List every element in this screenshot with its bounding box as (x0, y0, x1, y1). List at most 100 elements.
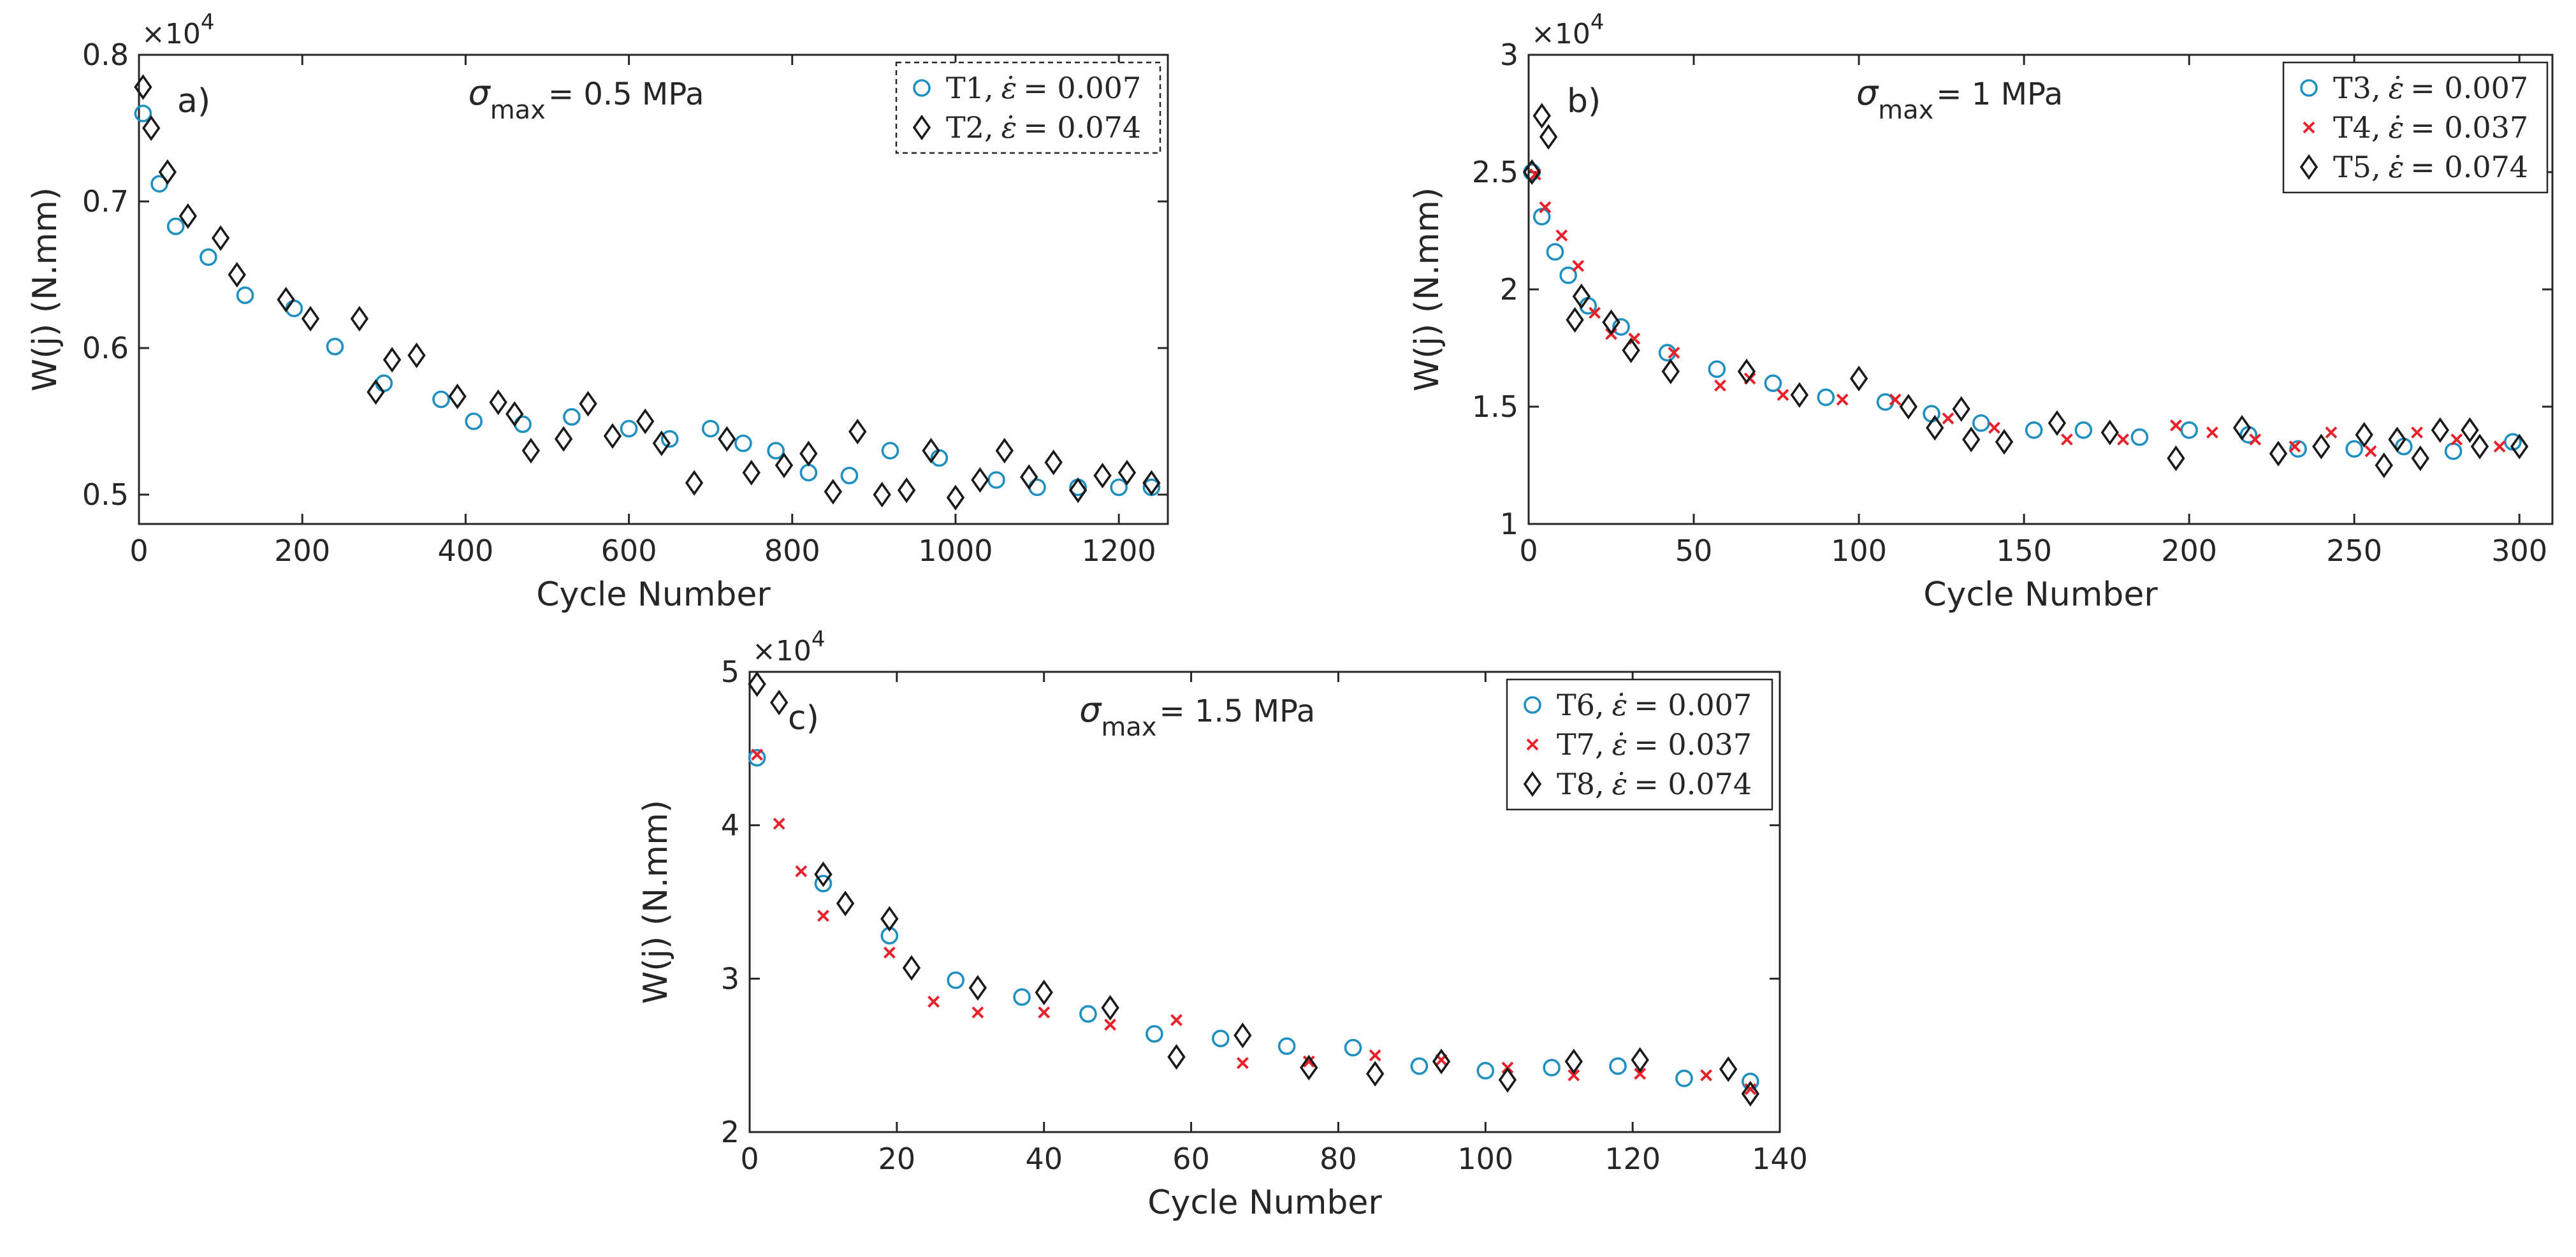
T8-diamond-marker (814, 861, 833, 887)
T8-diamond-marker (1365, 1061, 1385, 1087)
T5-diamond-marker (2355, 422, 2373, 448)
T6-circle-marker (947, 971, 964, 989)
T5-diamond-marker (2431, 417, 2450, 443)
T3-circle-marker (1708, 360, 1726, 378)
T6-circle-marker (1079, 1005, 1097, 1023)
T7-x-marker (817, 910, 829, 922)
legend-entry: T7, ε̇ = 0.037 (1557, 727, 1752, 762)
sigma-max-annotation: σmax= 1.5 MPa (1079, 690, 1315, 742)
T2-diamond-marker (277, 286, 295, 313)
x-tick-label: 400 (437, 534, 493, 568)
T2-diamond-marker (946, 484, 965, 511)
T2-diamond-marker (301, 305, 320, 332)
T5-diamond-marker (1532, 103, 1551, 129)
y-tick-label: 2.5 (1472, 155, 1518, 189)
T7-x-marker (795, 865, 808, 878)
T8-diamond-marker (1741, 1080, 1760, 1107)
T5-diamond-marker (1622, 337, 1640, 363)
T5-diamond-marker (1849, 365, 1868, 391)
T1-circle-marker (767, 442, 785, 460)
x-axis-label: Cycle Number (536, 576, 771, 614)
T8-diamond-marker (1631, 1047, 1649, 1073)
chart-panel-a: 0 200 400 600 800 1000 1200 0.5 0.6 0.7 0.8 ×104 Cyc… (26, 10, 1169, 614)
T5-diamond-marker (1737, 358, 1756, 384)
legend-rate-value: = 0.037 (1634, 727, 1752, 762)
T6-circle-marker (1609, 1057, 1627, 1075)
strain-rate-symbol: ε̇ (1612, 767, 1628, 801)
legend-series-name: T6, (1557, 688, 1605, 722)
T5-diamond-marker (2100, 419, 2119, 446)
x-tick-label: 100 (1457, 1142, 1513, 1176)
x-tick-label: 800 (764, 534, 820, 568)
T3-circle-marker (1559, 266, 1577, 284)
T1-circle-marker (166, 217, 185, 235)
T7-x-marker (1236, 1057, 1249, 1070)
T2-diamond-marker (521, 437, 541, 464)
legend-entry: T2, ε̇ = 0.074 (946, 110, 1141, 145)
T7-x-marker (971, 1006, 984, 1019)
T5-diamond-marker (1566, 307, 1584, 333)
T1-circle-marker (326, 337, 344, 356)
T5-diamond-marker (1602, 309, 1620, 335)
T5-diamond-marker (2269, 440, 2288, 467)
T6-circle-marker (1344, 1038, 1362, 1057)
T5-diamond-marker (2461, 417, 2479, 443)
legend-rate-value: = 0.007 (2410, 71, 2528, 105)
T5-diamond-marker (2470, 433, 2489, 460)
strain-rate-symbol: ε̇ (1001, 71, 1017, 105)
sigma-symbol: σ (1079, 690, 1102, 730)
x-tick-label: 0 (740, 1142, 759, 1176)
T8-diamond-marker (902, 955, 921, 981)
T5-diamond-marker (2048, 410, 2067, 436)
T8-diamond-marker (1233, 1022, 1252, 1049)
T8-diamond-marker (1719, 1056, 1738, 1082)
series-T5 (1522, 103, 2529, 479)
x-tick-label: 600 (601, 534, 657, 568)
x-tick-label: 140 (1752, 1142, 1808, 1176)
T6-circle-marker (1410, 1057, 1429, 1075)
T1-circle-marker (432, 390, 450, 409)
legend-entry: T8, ε̇ = 0.074 (1557, 767, 1752, 801)
T1-circle-marker (734, 434, 752, 453)
T2-diamond-marker (407, 342, 426, 368)
T2-diamond-marker (367, 379, 385, 405)
sigma-max-annotation: σmax= 0.5 MPa (468, 73, 704, 125)
sigma-subscript: max (1101, 713, 1156, 742)
T2-diamond-marker (824, 479, 843, 505)
T2-diamond-marker (775, 452, 794, 479)
T2-diamond-marker (211, 225, 230, 251)
T1-circle-marker (701, 419, 720, 438)
T7-x-marker (751, 748, 763, 761)
T6-circle-marker (1476, 1061, 1495, 1080)
strain-rate-symbol: ε̇ (1001, 110, 1017, 145)
T5-diamond-marker (1522, 159, 1541, 185)
y-axis-label: W(j) (N.mm) (637, 800, 675, 1004)
T6-circle-marker (1211, 1029, 1230, 1047)
y-tick-label: 0.5 (82, 477, 129, 512)
y-exponent-base: ×10 (1531, 18, 1590, 50)
T5-diamond-marker (1572, 283, 1591, 310)
T5-diamond-marker (1899, 393, 1917, 420)
legend-rate-value: = 0.007 (1023, 71, 1141, 105)
T6-circle-marker (1013, 988, 1031, 1006)
T2-diamond-marker (922, 437, 940, 464)
T5-diamond-marker (2510, 433, 2529, 460)
x-tick-label: 0 (129, 534, 148, 568)
series-T3 (1523, 163, 2522, 460)
T3-circle-marker (1546, 243, 1564, 261)
x-tick-label: 40 (1025, 1142, 1063, 1176)
legend-x-marker (1526, 738, 1539, 751)
series-T2 (134, 74, 1161, 511)
T2-diamond-marker (1093, 462, 1112, 489)
y-axis-label: W(j) (N.mm) (1408, 187, 1446, 391)
strain-rate-symbol: ε̇ (2389, 71, 2405, 105)
chart-panel-b: 0 50 100 150 200 250 300 1 1.5 2 2.5 3 ×104 Cycle Num… (1408, 10, 2554, 614)
T2-diamond-marker (158, 159, 177, 185)
T8-diamond-marker (1167, 1043, 1186, 1070)
T2-diamond-marker (897, 477, 916, 504)
legend-rate-value: = 0.074 (1634, 767, 1752, 801)
T7-x-marker (928, 996, 940, 1008)
T4-x-marker (1889, 393, 1902, 406)
